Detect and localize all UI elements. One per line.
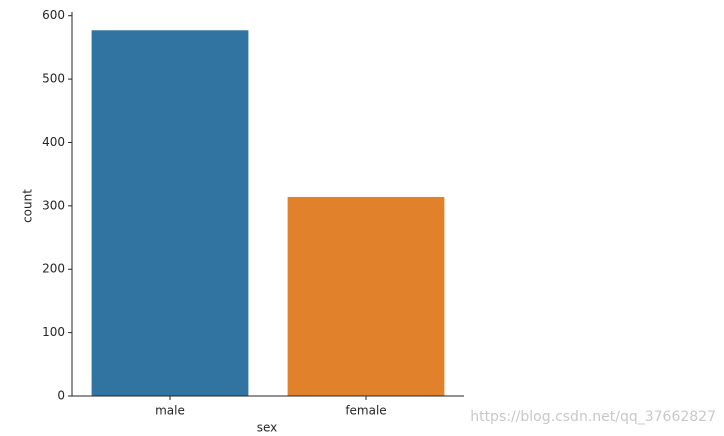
y-tick-label: 200 xyxy=(42,262,65,276)
watermark: https://blog.csdn.net/qq_37662827 xyxy=(470,409,716,425)
y-tick-label: 100 xyxy=(42,325,65,339)
bar xyxy=(91,30,249,397)
y-axis-label: count xyxy=(21,189,35,223)
x-axis-label: sex xyxy=(257,421,278,435)
y-tick-label: 400 xyxy=(42,135,65,149)
y-tick-label: 0 xyxy=(57,389,65,403)
x-tick-label: female xyxy=(345,404,386,418)
y-tick-label: 500 xyxy=(42,72,65,86)
bar xyxy=(287,196,445,396)
y-tick-label: 600 xyxy=(42,8,65,22)
y-tick-label: 300 xyxy=(42,198,65,212)
x-tick-label: male xyxy=(155,404,185,418)
